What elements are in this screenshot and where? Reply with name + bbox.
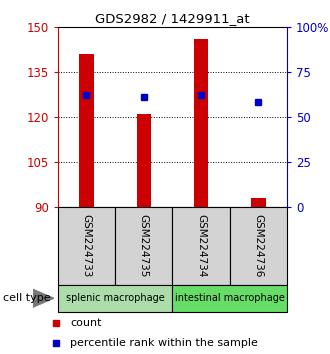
Text: splenic macrophage: splenic macrophage (66, 293, 164, 303)
Text: GSM224735: GSM224735 (139, 214, 149, 278)
Bar (173, 285, 287, 312)
Bar (58, 207, 115, 285)
Bar (194, 39, 208, 207)
Text: cell type: cell type (3, 293, 51, 303)
Text: percentile rank within the sample: percentile rank within the sample (70, 338, 258, 348)
Text: GSM224733: GSM224733 (82, 214, 91, 278)
Title: GDS2982 / 1429911_at: GDS2982 / 1429911_at (95, 12, 250, 25)
Bar (115, 207, 173, 285)
Polygon shape (33, 289, 54, 307)
Bar (137, 114, 151, 207)
Text: intestinal macrophage: intestinal macrophage (175, 293, 285, 303)
Bar (173, 207, 230, 285)
Bar (251, 198, 266, 207)
Bar (58, 285, 173, 312)
Text: GSM224734: GSM224734 (196, 214, 206, 278)
Text: GSM224736: GSM224736 (253, 214, 263, 278)
Text: count: count (70, 318, 102, 328)
Bar (230, 207, 287, 285)
Bar (79, 53, 94, 207)
